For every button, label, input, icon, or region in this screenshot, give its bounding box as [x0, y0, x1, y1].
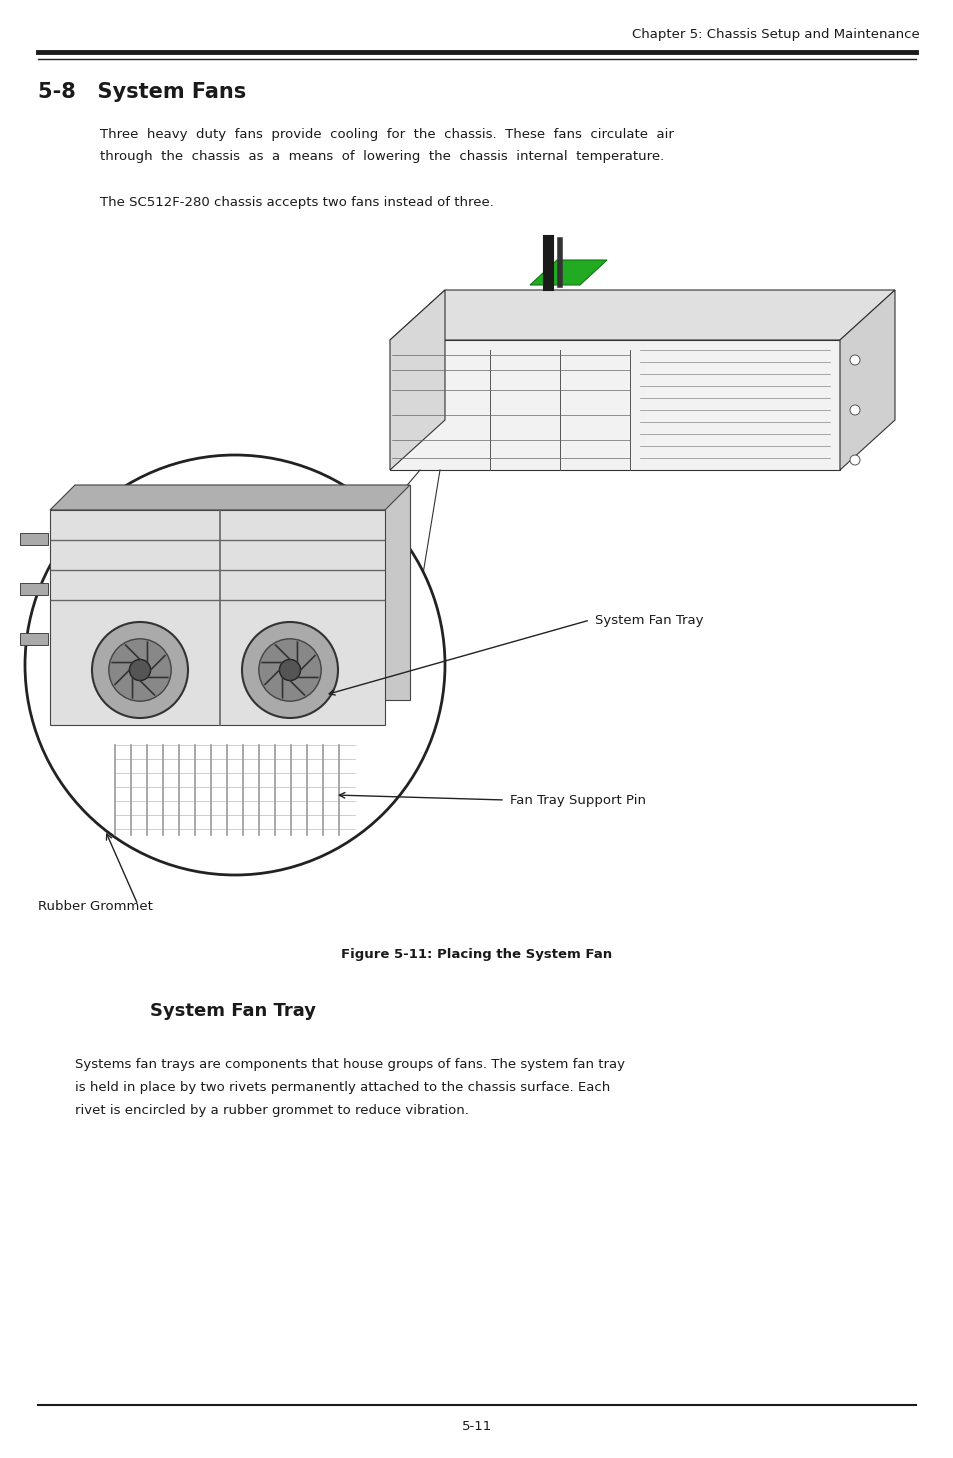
- Bar: [20, 583, 48, 595]
- Polygon shape: [840, 290, 894, 469]
- Text: System Fan Tray: System Fan Tray: [595, 614, 702, 627]
- Circle shape: [849, 455, 859, 465]
- Polygon shape: [50, 510, 385, 725]
- Circle shape: [109, 639, 171, 701]
- Text: Rubber Grommet: Rubber Grommet: [38, 900, 152, 913]
- Polygon shape: [75, 486, 410, 700]
- Text: rivet is encircled by a rubber grommet to reduce vibration.: rivet is encircled by a rubber grommet t…: [75, 1104, 468, 1117]
- Polygon shape: [390, 290, 894, 340]
- Bar: [20, 534, 48, 545]
- Text: Fan Tray Support Pin: Fan Tray Support Pin: [510, 793, 645, 806]
- Polygon shape: [390, 340, 840, 469]
- Circle shape: [279, 659, 300, 681]
- Text: System Fan Tray: System Fan Tray: [150, 1002, 315, 1021]
- Bar: [20, 633, 48, 644]
- Circle shape: [130, 659, 151, 681]
- Text: Chapter 5: Chassis Setup and Maintenance: Chapter 5: Chassis Setup and Maintenance: [632, 28, 919, 41]
- Circle shape: [91, 623, 188, 717]
- Text: Three  heavy  duty  fans  provide  cooling  for  the  chassis.  These  fans  cir: Three heavy duty fans provide cooling fo…: [100, 128, 673, 141]
- Circle shape: [849, 354, 859, 364]
- Circle shape: [25, 455, 444, 875]
- Polygon shape: [50, 486, 410, 510]
- Circle shape: [242, 623, 337, 717]
- Text: 5-11: 5-11: [461, 1420, 492, 1433]
- Circle shape: [258, 639, 321, 701]
- Polygon shape: [530, 260, 606, 284]
- Polygon shape: [390, 290, 444, 469]
- Text: Figure 5-11: Placing the System Fan: Figure 5-11: Placing the System Fan: [341, 948, 612, 961]
- Text: is held in place by two rivets permanently attached to the chassis surface. Each: is held in place by two rivets permanent…: [75, 1080, 610, 1094]
- Circle shape: [849, 405, 859, 416]
- Text: Systems fan trays are components that house groups of fans. The system fan tray: Systems fan trays are components that ho…: [75, 1059, 624, 1072]
- Text: through  the  chassis  as  a  means  of  lowering  the  chassis  internal  tempe: through the chassis as a means of loweri…: [100, 150, 663, 163]
- Text: The SC512F-280 chassis accepts two fans instead of three.: The SC512F-280 chassis accepts two fans …: [100, 195, 494, 208]
- Text: 5-8   System Fans: 5-8 System Fans: [38, 82, 246, 102]
